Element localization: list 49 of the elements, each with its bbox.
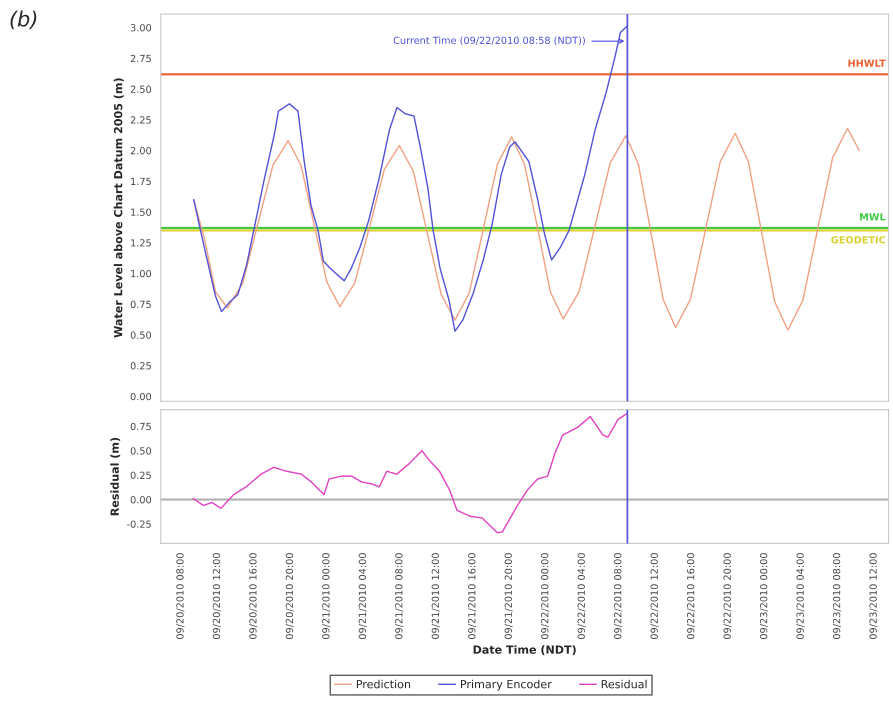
x-tick-label: 09/20/2010 20:00: [286, 553, 294, 640]
x-axis-title: Date Time (NDT): [474, 645, 576, 656]
x-tick-label: 09/23/2010 08:00: [832, 553, 842, 640]
x-tick-label: 09/20/2010 08:00: [176, 553, 184, 640]
y-tick-label: 1.75: [131, 178, 151, 186]
y-tick-label: 1.00: [131, 270, 152, 278]
y-tick-label: 1.50: [131, 208, 152, 216]
x-tick-label: 09/22/2010 16:00: [687, 553, 696, 640]
x-tick-label: 09/22/2010 00:00: [541, 553, 550, 640]
x-tick-label: 09/23/2010 04:00: [796, 553, 805, 640]
y-axis-title: Residual (m): [110, 438, 120, 516]
x-tick-label: 09/22/2010 08:00: [614, 553, 622, 640]
legend-label: Primary Encoder: [460, 680, 552, 690]
x-tick-label: 09/21/2010 04:00: [358, 553, 367, 640]
x-tick-label: 09/23/2010 12:00: [869, 553, 878, 640]
chart-title: (b): [10, 10, 36, 30]
x-tick-label: 09/21/2010 20:00: [504, 553, 513, 640]
y-tick-label: 3.00: [130, 24, 152, 32]
x-tick-label: 09/23/2010 00:00: [760, 553, 768, 640]
x-tick-label: 09/21/2010 00:00: [322, 553, 330, 640]
y-tick-label: 0.75: [130, 300, 151, 308]
y-tick-label: 0.00: [130, 392, 152, 400]
y-tick-label: 0.50: [130, 331, 152, 339]
x-tick-label: 09/20/2010 12:00: [212, 553, 221, 640]
ref-line-label: GEODETIC: [831, 236, 886, 244]
y-axis-title: Water Level above Chart Datum 2005 (m): [114, 78, 124, 338]
x-tick-label: 09/22/2010 12:00: [650, 553, 659, 640]
x-tick-label: 09/21/2010 12:00: [432, 553, 440, 640]
y-tick-label: 2.50: [130, 86, 152, 93]
y-tick-label: 2.25: [130, 116, 151, 124]
y-tick-label: -0.25: [127, 520, 151, 528]
y-tick-label: 0.25: [130, 472, 151, 479]
y-tick-label: 0.75: [130, 422, 151, 430]
x-tick-label: 09/20/2010 16:00: [249, 553, 258, 640]
y-tick-label: 2.75: [130, 54, 151, 62]
x-tick-label: 09/21/2010 16:00: [468, 553, 476, 640]
x-tick-label: 09/21/2010 08:00: [395, 553, 404, 640]
y-tick-label: 0.50: [130, 447, 152, 455]
x-tick-label: 09/22/2010 04:00: [578, 553, 586, 640]
y-tick-label: 2.00: [130, 147, 152, 154]
legend-label: Residual: [602, 680, 647, 688]
y-tick-label: 0.00: [130, 496, 152, 504]
y-tick-label: 0.25: [130, 362, 151, 370]
ref-line-label: HHWLT: [848, 60, 886, 67]
x-tick-label: 09/22/2010 20:00: [723, 553, 732, 640]
ref-line-label: MWL: [860, 213, 886, 220]
ref-line-label: Current Time (09/22/2010 08:58 (NDT)): [394, 36, 585, 46]
legend-label: Prediction: [356, 680, 410, 688]
y-tick-label: 1.25: [131, 239, 151, 247]
